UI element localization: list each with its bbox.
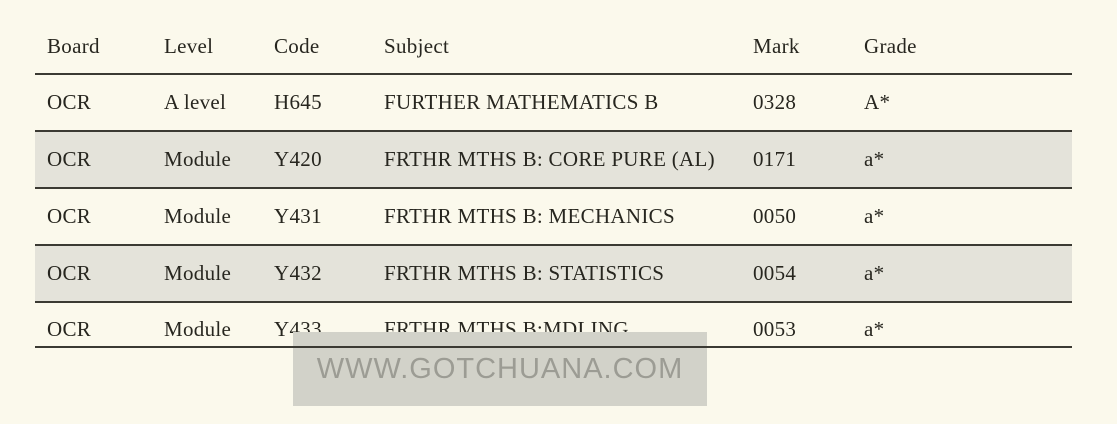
cell-grade: a* (864, 204, 885, 228)
column-header-subject: Subject (384, 34, 450, 58)
table-header-row: Board Level Code Subject Mark Grade (35, 20, 1072, 75)
cell-mark: 0171 (753, 147, 797, 171)
cell-board: OCR (47, 204, 92, 228)
cell-mark: 0328 (753, 90, 797, 114)
cell-grade: a* (864, 317, 885, 341)
cell-mark: 0050 (753, 204, 797, 228)
cell-subject: FURTHER MATHEMATICS B (384, 90, 659, 114)
column-header-level: Level (164, 34, 214, 58)
cell-subject: FRTHR MTHS B: STATISTICS (384, 261, 665, 285)
cell-board: OCR (47, 147, 92, 171)
cell-level: Module (164, 204, 232, 228)
cell-board: OCR (47, 90, 92, 114)
cell-code: Y431 (274, 204, 322, 228)
column-header-grade: Grade (864, 34, 917, 58)
cell-mark: 0053 (753, 317, 797, 341)
cell-board: OCR (47, 317, 92, 341)
cell-subject: FRTHR MTHS B: MECHANICS (384, 204, 675, 228)
cell-code: Y420 (274, 147, 322, 171)
cell-code: H645 (274, 90, 322, 114)
exam-results-table: Board Level Code Subject Mark Grade OCR … (35, 20, 1072, 356)
cell-grade: A* (864, 90, 891, 114)
table-row: OCR Module Y431 FRTHR MTHS B: MECHANICS … (35, 189, 1072, 246)
cell-code: Y432 (274, 261, 322, 285)
table-row: OCR A level H645 FURTHER MATHEMATICS B 0… (35, 75, 1072, 132)
table-bottom-rule (35, 346, 1072, 348)
table-row: OCR Module Y420 FRTHR MTHS B: CORE PURE … (35, 132, 1072, 189)
cell-grade: a* (864, 261, 885, 285)
cell-level: Module (164, 147, 232, 171)
column-header-code: Code (274, 34, 320, 58)
cell-level: Module (164, 261, 232, 285)
watermark-text: WWW.GOTCHUANA.COM (316, 352, 684, 385)
cell-level: A level (164, 90, 227, 114)
column-header-board: Board (47, 34, 100, 58)
cell-subject: FRTHR MTHS B: CORE PURE (AL) (384, 147, 715, 171)
cell-level: Module (164, 317, 232, 341)
cell-mark: 0054 (753, 261, 797, 285)
table-row: OCR Module Y432 FRTHR MTHS B: STATISTICS… (35, 246, 1072, 303)
cell-grade: a* (864, 147, 885, 171)
column-header-mark: Mark (753, 34, 800, 58)
cell-board: OCR (47, 261, 92, 285)
watermark-overlay: WWW.GOTCHUANA.COM (293, 332, 707, 406)
